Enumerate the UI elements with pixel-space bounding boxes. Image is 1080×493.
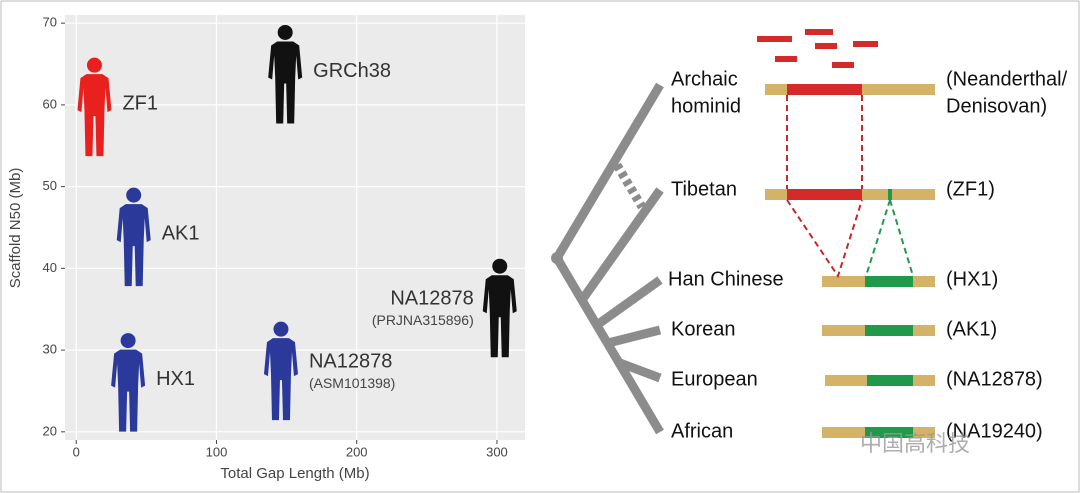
y-tick-label: 70 — [43, 15, 57, 30]
population-name: European — [671, 368, 758, 390]
population-name: Tibetan — [671, 178, 737, 200]
human-marker — [482, 258, 517, 358]
population-name: African — [671, 420, 733, 442]
introgression-lines — [786, 95, 914, 279]
genome-label: Denisovan) — [946, 95, 1047, 117]
point-label: NA12878 — [309, 350, 392, 372]
head — [277, 24, 293, 40]
human-marker — [111, 333, 146, 432]
x-tick-label: 100 — [206, 444, 228, 459]
genome-label: (NA19240) — [946, 420, 1043, 442]
head — [273, 321, 289, 337]
human-marker — [116, 187, 151, 287]
y-tick-label: 60 — [43, 96, 57, 111]
point-label: HX1 — [156, 368, 195, 390]
population-name: hominid — [671, 95, 741, 117]
x-tick-label: 300 — [486, 444, 508, 459]
x-tick-label: 200 — [346, 444, 368, 459]
genome-label: (Neanderthal/ — [946, 68, 1068, 90]
point-sublabel: (PRJNA315896) — [372, 312, 474, 328]
head — [492, 258, 508, 274]
point-sublabel: (ASM101398) — [309, 375, 395, 391]
y-tick-label: 20 — [43, 423, 57, 438]
genome-label: (AK1) — [946, 318, 997, 340]
body — [482, 275, 517, 358]
body — [77, 74, 112, 157]
body — [263, 338, 298, 421]
diagram-labels: Archaic hominid (Neanderthal/Denisovan) Tib… — [668, 68, 1068, 442]
body — [116, 204, 151, 287]
head — [86, 57, 102, 73]
head — [120, 333, 136, 349]
body — [111, 349, 146, 432]
point-label: ZF1 — [122, 92, 158, 114]
point-label: AK1 — [162, 222, 200, 244]
body — [268, 41, 303, 124]
scatter-plot: 0 100 200 300 20 30 40 50 60 70 ZF1 GRCh38 AK1 HX1 NA1… — [43, 15, 525, 459]
phylo-tree — [551, 82, 664, 435]
y-tick-label: 30 — [43, 342, 57, 357]
population-name: Han Chinese — [668, 268, 784, 290]
human-marker — [263, 321, 298, 421]
x-tick-label: 0 — [73, 444, 80, 459]
point-label: GRCh38 — [313, 60, 391, 82]
genome-bars — [765, 84, 935, 438]
y-tick-label: 40 — [43, 260, 57, 275]
watermark: 中国高科技 — [860, 431, 970, 456]
genome-label: (HX1) — [946, 268, 998, 290]
genome-label: (ZF1) — [946, 178, 995, 200]
point-label: NA12878 — [390, 288, 473, 310]
human-marker — [77, 57, 112, 157]
human-marker — [268, 24, 303, 124]
top-fragments — [757, 29, 878, 68]
y-tick-label: 50 — [43, 178, 57, 193]
population-name: Archaic — [671, 68, 738, 90]
head — [126, 187, 142, 203]
y-axis-label: Scaffold N50 (Mb) — [7, 168, 24, 289]
population-name: Korean — [671, 318, 736, 340]
x-axis-label: Total Gap Length (Mb) — [220, 465, 369, 482]
genome-label: (NA12878) — [946, 368, 1043, 390]
